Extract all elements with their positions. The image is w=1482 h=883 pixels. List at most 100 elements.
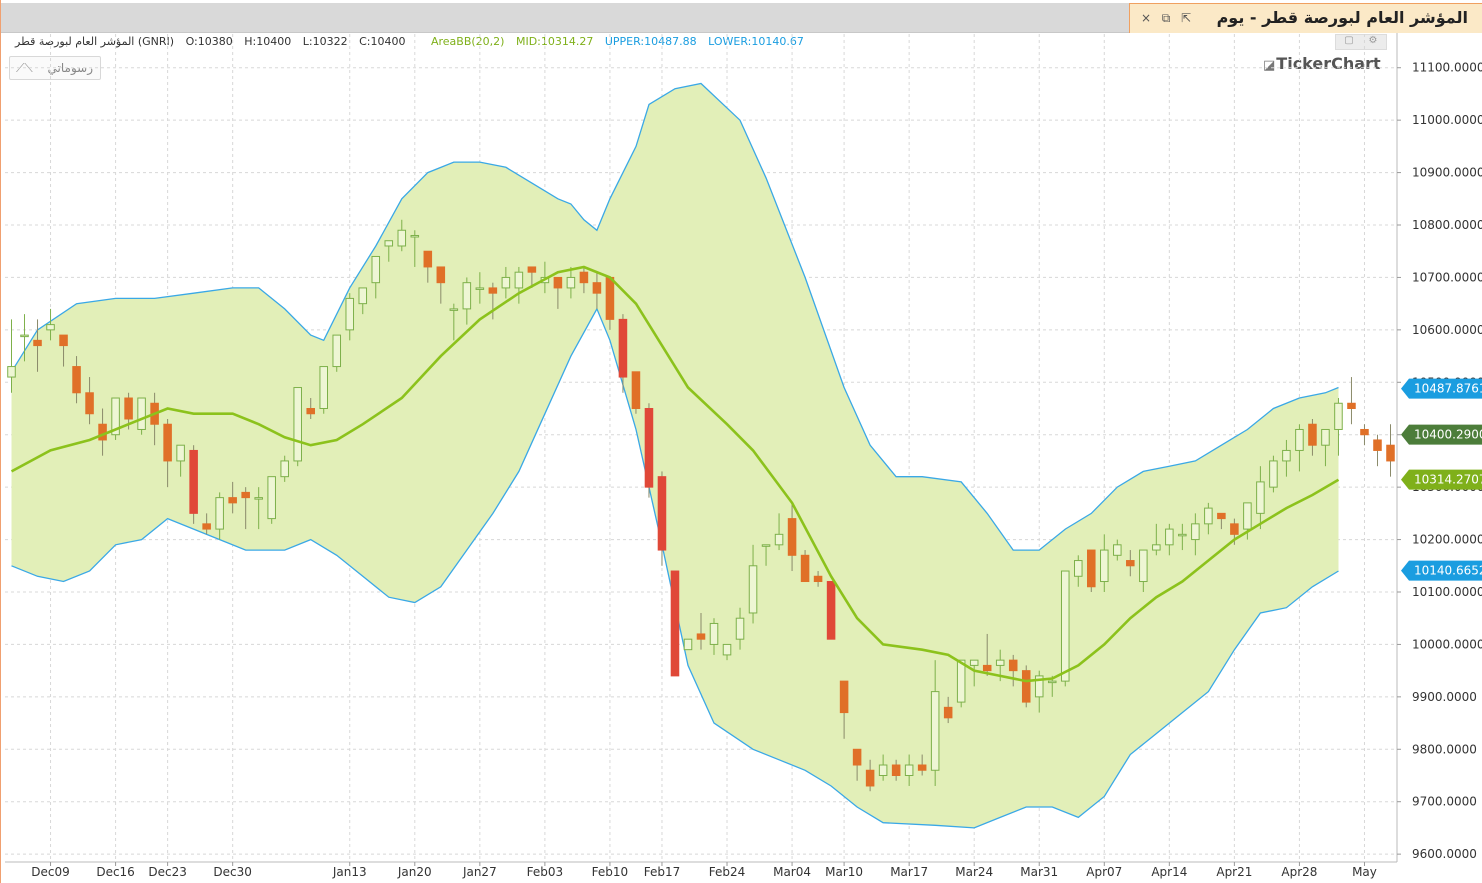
candle-body [592, 282, 602, 294]
lower-value: LOWER:10140.67 [708, 35, 804, 48]
x-tick-label: Jan20 [397, 865, 432, 879]
candle-body [462, 282, 472, 310]
candle-body [475, 287, 485, 290]
maximize-icon[interactable]: ▢ [1344, 35, 1354, 46]
close-icon[interactable]: × [1140, 11, 1152, 25]
x-tick-label: Dec16 [96, 865, 135, 879]
y-tick-label: 10400.0000 [1412, 428, 1482, 442]
candle-body [137, 397, 146, 430]
price-tag [1401, 378, 1482, 399]
candle-body [1321, 428, 1330, 446]
restore-icon[interactable]: ⧉ [1161, 11, 1171, 25]
candle-body [1334, 402, 1343, 430]
candle-body [189, 449, 198, 514]
candle-body [1269, 460, 1278, 488]
y-tick-label: 10900.0000 [1412, 166, 1482, 180]
brand-mark-icon: ◪ [1263, 58, 1276, 73]
x-tick-label: Mar17 [890, 865, 928, 879]
x-tick-label: Feb24 [709, 865, 746, 879]
y-tick-label: 9600.0000 [1412, 847, 1477, 861]
candle-body [709, 622, 719, 645]
candle-body [72, 366, 81, 394]
candle-body [1386, 444, 1395, 462]
candle-body [800, 554, 810, 583]
candle-body [1100, 549, 1109, 583]
x-tick-label: Apr21 [1216, 865, 1252, 879]
candle-body [1178, 533, 1187, 537]
x-tick-label: Mar31 [1020, 865, 1058, 879]
y-tick-label: 10300.0000 [1412, 480, 1482, 494]
price-tag-label: 10314.2707 [1414, 473, 1482, 487]
price-tag [1401, 469, 1482, 490]
candle-body [202, 523, 211, 530]
candle-body [98, 423, 107, 441]
candle-body [1243, 502, 1252, 530]
candle-body [982, 664, 992, 672]
candle-body [1047, 680, 1057, 684]
candle-body [553, 276, 563, 289]
candle-body [306, 408, 315, 415]
x-tick-label: Apr07 [1086, 865, 1122, 879]
y-tick-label: 10100.0000 [1412, 585, 1482, 599]
my-drawings-label: رسوماتي [47, 61, 93, 75]
candle-body [241, 491, 250, 499]
price-tag [1401, 560, 1482, 581]
bollinger-band-area [11, 83, 1339, 828]
candle-body [1256, 481, 1265, 514]
candle-body [1060, 570, 1070, 682]
x-tick-label: Dec30 [213, 865, 252, 879]
candle-body [904, 764, 914, 776]
y-tick-label: 11100.0000 [1412, 61, 1482, 75]
candle-body [1165, 528, 1174, 546]
candle-body [33, 339, 42, 347]
candle-body [228, 497, 237, 504]
title-tab[interactable]: × ⧉ ⇱ المؤشر العام لبورصة قطر - يوم [ [1129, 3, 1482, 33]
candle-body [1282, 449, 1291, 462]
brand-text: TickerChart [1276, 54, 1381, 73]
lower-band-line [11, 307, 1339, 829]
x-tick-label: Apr14 [1151, 865, 1187, 879]
candle-body [1295, 428, 1304, 451]
candle-body [215, 497, 224, 530]
candle-body [111, 397, 120, 436]
indicator-name[interactable]: AreaBB(20,2) [430, 35, 505, 48]
candle-body [176, 444, 185, 462]
x-tick-label: Mar10 [825, 865, 863, 879]
candle-body [59, 334, 68, 347]
low-value: L:10322 [302, 35, 348, 48]
x-tick-label: Mar04 [773, 865, 811, 879]
y-tick-label: 9700.0000 [1412, 795, 1477, 809]
candle-body [1217, 512, 1226, 520]
chart-corner-controls: ▢ ⚙ [1335, 34, 1387, 50]
candle-body [293, 387, 302, 462]
candle-body [605, 276, 615, 320]
candle-body [930, 691, 940, 771]
y-tick-label: 10700.0000 [1412, 270, 1482, 284]
candle-body [774, 533, 784, 546]
candle-body [891, 764, 901, 776]
candle-body [1152, 544, 1161, 551]
candle-body [865, 769, 875, 787]
candle-body [631, 371, 641, 410]
x-tick-label: May [1352, 865, 1377, 879]
x-tick-label: Apr28 [1281, 865, 1317, 879]
detach-icon[interactable]: ⇱ [1180, 11, 1192, 25]
close-value: C:10400 [359, 35, 406, 48]
x-tick-label: Feb17 [644, 865, 681, 879]
title-bar: × ⧉ ⇱ المؤشر العام لبورصة قطر - يوم [ [1, 3, 1482, 33]
candle-body [1034, 675, 1044, 698]
candle-body [1021, 670, 1031, 703]
candle-body [1139, 549, 1148, 583]
candle-body [956, 659, 966, 703]
candle-body [618, 318, 628, 378]
candle-body [319, 366, 329, 410]
candle-body [696, 633, 706, 640]
candle-body [1347, 402, 1356, 410]
settings-icon[interactable]: ⚙ [1368, 35, 1378, 46]
candle-body [761, 544, 771, 547]
my-drawings-button[interactable]: ⟋⟍ رسوماتي [9, 56, 101, 80]
symbol-name: المؤشر العام لبورصة قطر (GNRI) [15, 35, 175, 48]
candle-body [852, 748, 862, 766]
